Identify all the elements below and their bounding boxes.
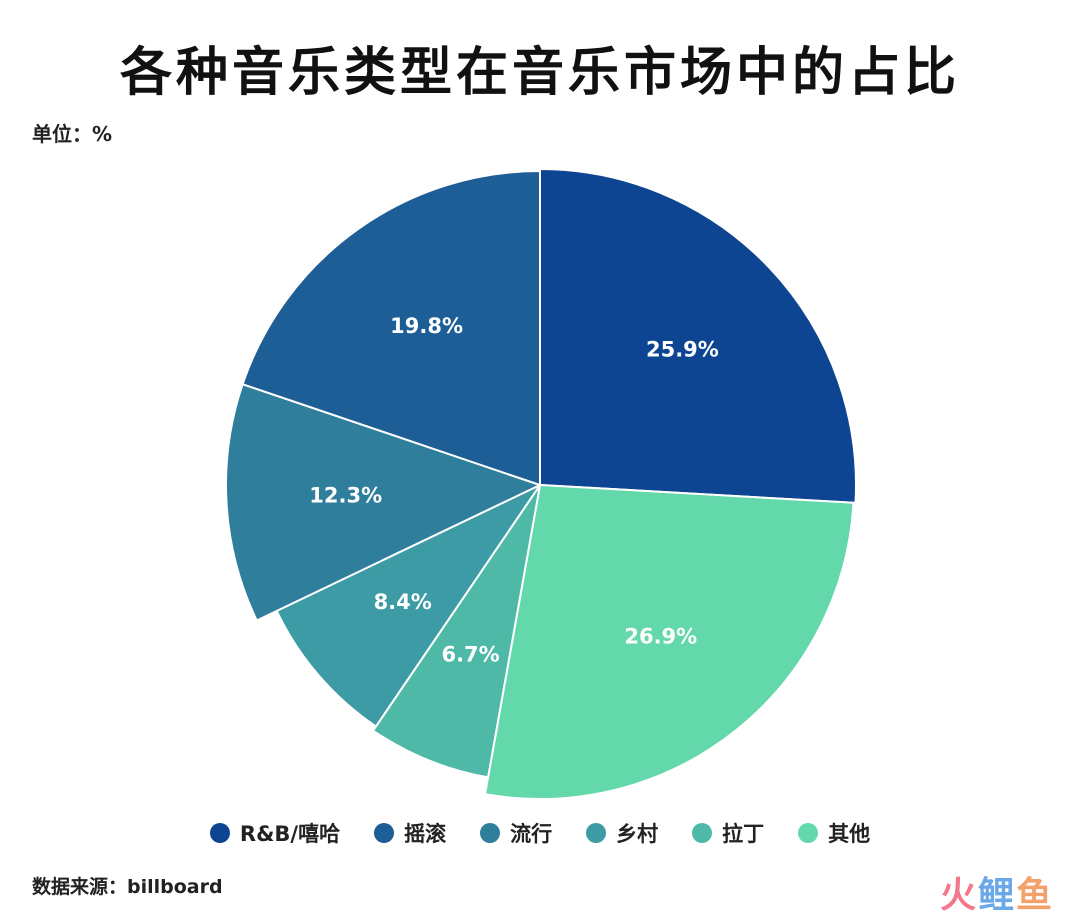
- legend-item-1: R&B/嘻哈: [209, 818, 341, 848]
- pie-value-label-3: 6.7%: [441, 643, 499, 667]
- watermark-logo: 火 鲤 鱼: [940, 866, 1054, 918]
- legend-swatch-1: [209, 823, 230, 843]
- watermark-char-3: 鱼: [1015, 875, 1054, 916]
- pie-value-label-5: 12.3%: [309, 484, 382, 508]
- legend-label-4: 乡村: [616, 822, 659, 846]
- pie-value-label-2: 26.9%: [624, 625, 697, 649]
- pie-value-labels: 25.9% 26.9% 6.7% 8.4% 12.3% 19.8%: [309, 314, 719, 667]
- legend-item-4: 乡村: [586, 818, 658, 848]
- legend-item-2: 摇滚: [374, 818, 446, 848]
- unit-label: 单位：%: [32, 122, 113, 146]
- chart-title: 各种音乐类型在音乐市场中的占比: [119, 42, 960, 103]
- watermark-char-2: 鲤: [977, 875, 1016, 916]
- legend-swatch-3: [480, 823, 501, 843]
- pie-slices: [225, 168, 857, 800]
- legend-label-5: 拉丁: [722, 822, 765, 846]
- legend-item-6: 其他: [798, 818, 870, 848]
- legend-swatch-4: [586, 823, 607, 843]
- legend-label-1: R&B/嘻哈: [239, 822, 341, 846]
- pie-slice-6: [241, 170, 541, 486]
- pie-value-label-6: 19.8%: [390, 314, 463, 338]
- legend-item-5: 拉丁: [692, 818, 764, 848]
- pie-slice-5: [225, 383, 541, 622]
- watermark-char-1: 火: [939, 875, 978, 916]
- pie-slice-2: [484, 484, 855, 800]
- legend-swatch-2: [374, 823, 395, 843]
- legend-label-6: 其他: [828, 822, 871, 846]
- pie-slice-4: [275, 484, 541, 728]
- pie-slice-1: [539, 168, 857, 504]
- legend: R&B/嘻哈 摇滚 流行 乡村 拉丁 其他: [0, 818, 1080, 848]
- source-label: 数据来源：billboard: [32, 876, 223, 898]
- legend-label-2: 摇滚: [404, 822, 447, 846]
- legend-item-3: 流行: [480, 818, 552, 848]
- pie-slice-3: [372, 484, 541, 779]
- pie-value-label-1: 25.9%: [646, 337, 719, 361]
- legend-label-3: 流行: [510, 822, 553, 846]
- legend-swatch-6: [798, 823, 819, 843]
- legend-swatch-5: [692, 823, 713, 843]
- pie-value-label-4: 8.4%: [374, 590, 432, 614]
